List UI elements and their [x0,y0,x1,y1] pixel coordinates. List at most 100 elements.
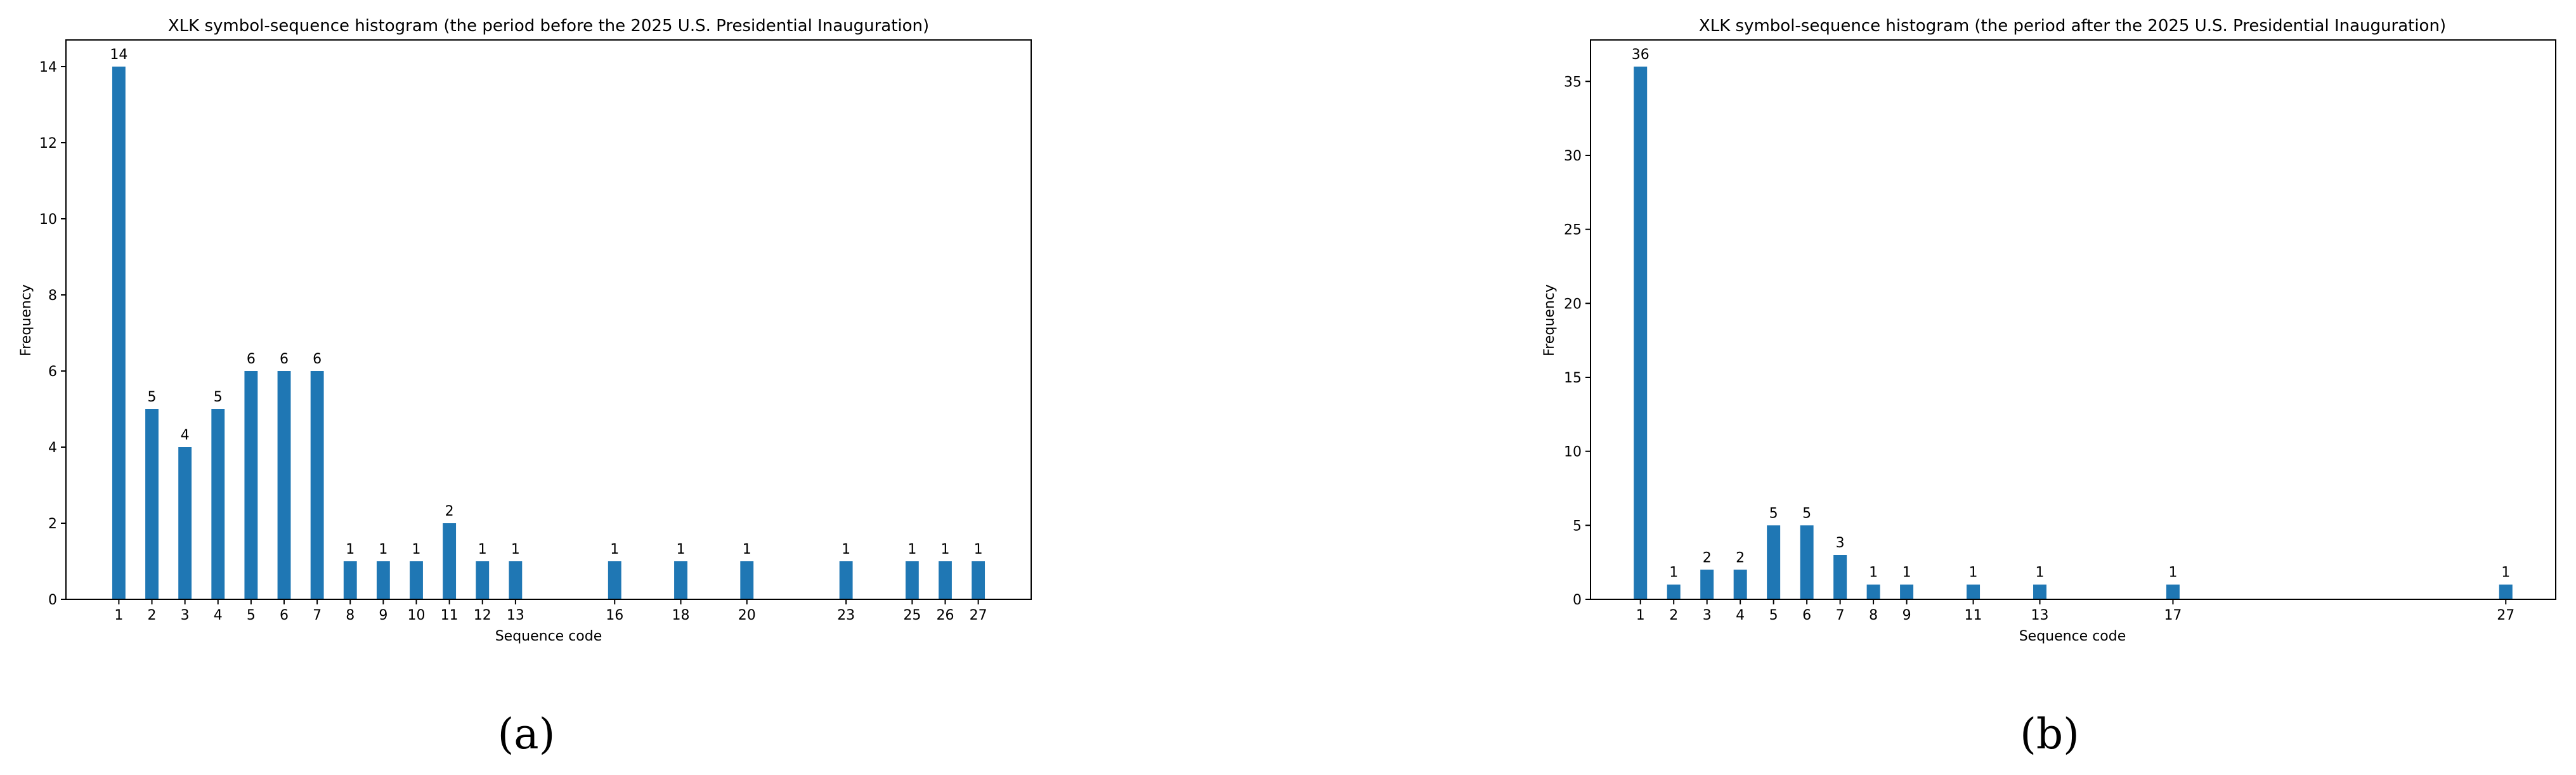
chart-a-bar-25 [905,561,919,599]
chart-a-bar-13 [509,561,523,599]
chart-a-bar-9 [376,561,390,599]
chart-a-xtick-label-23: 23 [837,608,855,623]
chart-a-data-label-12: 1 [478,542,487,557]
chart-b-bar-7 [1833,555,1847,599]
chart-b-data-label-5: 5 [1769,505,1778,521]
chart-b-bar-17 [2166,584,2180,599]
chart-b-bar-4 [1733,570,1747,599]
chart-a-xtick-label-5: 5 [247,608,256,623]
chart-a-xtick-label-1: 1 [114,608,123,623]
chart-a-bar-26 [939,561,952,599]
chart-b-data-label-9: 1 [1903,565,1911,581]
chart-a-xtick-label-20: 20 [738,608,756,623]
chart-a-data-label-18: 1 [676,542,685,557]
chart-b-data-label-2: 1 [1669,565,1678,581]
chart-a-bar-3 [178,447,192,599]
chart-a-data-label-10: 1 [412,542,421,557]
chart-b-title: XLK symbol-sequence histogram (the perio… [1699,16,2446,36]
chart-b-xtick-label-8: 8 [1869,608,1878,623]
chart-a-data-label-5: 6 [247,351,256,367]
chart-b-data-label-11: 1 [1969,565,1978,581]
chart-a-ytick-label-10: 10 [39,212,57,228]
chart-a-bar-23 [839,561,853,599]
chart-b-bar-6 [1800,525,1814,599]
chart-b-bar-1 [1634,67,1648,599]
chart-a-bar-4 [211,409,225,599]
chart-a-ytick-label-2: 2 [48,516,57,532]
chart-b-xtick-label-11: 11 [1965,608,1982,623]
chart-b-bar-5 [1767,525,1781,599]
chart-b-bar-2 [1667,584,1681,599]
chart-a-xtick-label-6: 6 [280,608,289,623]
chart-b-xtick-label-13: 13 [2031,608,2049,623]
chart-a-xtick-label-8: 8 [346,608,355,623]
chart-a-data-label-26: 1 [940,542,949,557]
chart-a-bar-16 [608,561,621,599]
chart-b-xtick-label-7: 7 [1836,608,1845,623]
chart-a-plot-frame [65,39,1032,600]
chart-a-xlabel: Sequence code [495,628,602,644]
chart-a-data-label-8: 1 [346,542,355,557]
chart-b-data-label-6: 5 [1802,505,1811,521]
chart-b-bar-13 [2033,584,2047,599]
chart-a-data-label-16: 1 [610,542,619,557]
chart-a-bar-10 [410,561,423,599]
chart-a-ylabel: Frequency [18,284,34,356]
chart-a-data-label-3: 4 [181,427,190,443]
chart-a-ytick-label-6: 6 [48,364,57,380]
chart-b-xtick-label-4: 4 [1736,608,1745,623]
chart-b-caption: (b) [2020,710,2079,759]
chart-a-bar-1 [112,67,126,599]
chart-b-bar-8 [1866,584,1880,599]
chart-a-data-label-1: 14 [110,47,127,63]
chart-b-bar-3 [1700,570,1714,599]
chart-a-bar-20 [740,561,754,599]
chart-a-data-label-2: 5 [148,389,157,405]
chart-a-xtick-label-27: 27 [970,608,987,623]
chart-a-caption: (a) [498,710,556,759]
chart-a-data-label-9: 1 [379,542,387,557]
chart-a-xtick-label-26: 26 [936,608,954,623]
chart-b-xlabel: Sequence code [2019,628,2126,644]
chart-a-bar-18 [674,561,687,599]
chart-a-xtick-label-10: 10 [408,608,426,623]
chart-a-xtick-label-4: 4 [214,608,223,623]
chart-b-data-label-3: 2 [1703,550,1712,566]
chart-a-xtick-label-9: 9 [379,608,387,623]
chart-b-data-label-7: 3 [1836,535,1845,551]
chart-b: XLK symbol-sequence histogram (the perio… [1542,16,2556,759]
chart-b-data-label-1: 36 [1632,47,1649,63]
chart-b-data-label-13: 1 [2036,565,2045,581]
chart-b-xtick-label-9: 9 [1903,608,1911,623]
chart-a-bar-12 [476,561,490,599]
chart-a-xtick-label-13: 13 [507,608,524,623]
chart-b-plot-frame [1590,39,2556,600]
chart-a-ytick-label-12: 12 [39,136,57,152]
chart-a-bar-5 [244,371,258,599]
chart-a-data-label-20: 1 [743,542,751,557]
chart-a-title: XLK symbol-sequence histogram (the perio… [168,16,929,36]
chart-a-data-label-25: 1 [907,542,916,557]
chart-a-data-label-4: 5 [214,389,223,405]
chart-b-bar-9 [1900,584,1914,599]
chart-a-data-label-23: 1 [842,542,850,557]
chart-b-xtick-label-3: 3 [1703,608,1712,623]
chart-a-ytick-label-0: 0 [48,592,57,608]
chart-a-bar-11 [443,523,457,599]
chart-b-xtick-label-17: 17 [2164,608,2182,623]
chart-a-xtick-label-18: 18 [672,608,689,623]
chart-b-xtick-label-1: 1 [1636,608,1645,623]
chart-a-xtick-label-7: 7 [313,608,322,623]
chart-a-data-label-13: 1 [511,542,520,557]
chart-b-xtick-label-5: 5 [1769,608,1778,623]
chart-a-data-label-11: 2 [445,504,454,519]
chart-a-bar-7 [310,371,324,599]
chart-b-data-label-27: 1 [2501,565,2510,581]
chart-b-ytick-label-5: 5 [1573,518,1582,534]
chart-b-ylabel: Frequency [1542,284,1558,356]
chart-a-data-label-6: 6 [280,351,289,367]
chart-a-xtick-label-2: 2 [148,608,157,623]
chart-a-ytick-label-8: 8 [48,288,57,304]
chart-a-ytick-label-4: 4 [48,440,57,456]
